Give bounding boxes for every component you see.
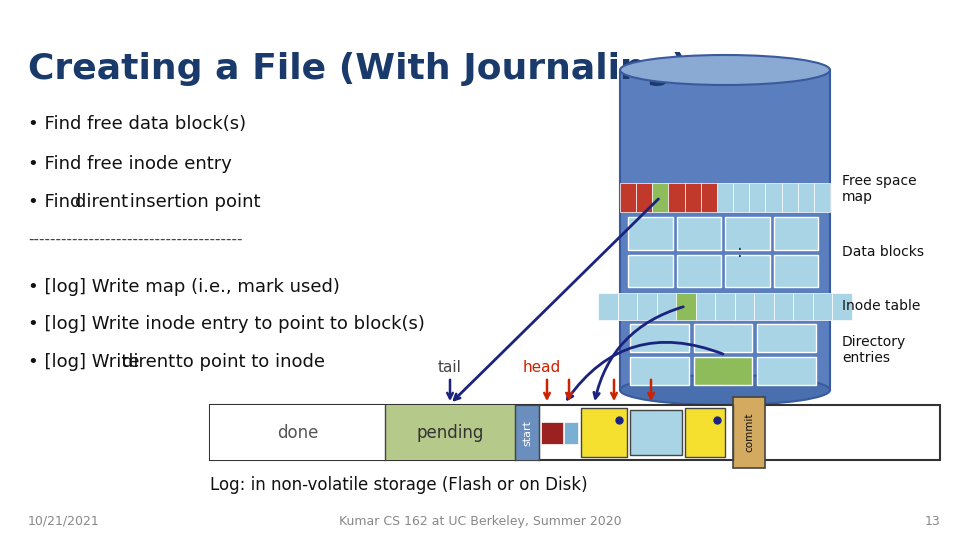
Bar: [581, 408, 627, 457]
Text: :: :: [737, 243, 743, 261]
Bar: [620, 70, 830, 390]
Text: • Find free data block(s): • Find free data block(s): [28, 115, 246, 133]
Text: • Find: • Find: [28, 193, 87, 211]
Text: 13: 13: [924, 515, 940, 528]
Bar: [832, 293, 852, 320]
Text: tail: tail: [438, 360, 462, 375]
Bar: [725, 254, 770, 287]
Bar: [814, 183, 830, 212]
Bar: [774, 217, 818, 249]
Bar: [781, 183, 798, 212]
Bar: [757, 357, 816, 385]
Bar: [620, 183, 636, 212]
Text: done: done: [276, 423, 318, 442]
Text: start: start: [522, 420, 532, 446]
Text: Directory
entries: Directory entries: [842, 335, 906, 365]
Bar: [694, 357, 753, 385]
Bar: [657, 293, 676, 320]
Text: insertion point: insertion point: [124, 193, 260, 211]
Bar: [734, 293, 755, 320]
Bar: [725, 217, 770, 249]
Bar: [628, 254, 673, 287]
Bar: [385, 405, 515, 460]
Text: Free space
map: Free space map: [842, 174, 917, 204]
Bar: [637, 293, 657, 320]
Bar: [210, 405, 385, 460]
Bar: [541, 422, 563, 443]
Bar: [774, 254, 818, 287]
Ellipse shape: [620, 55, 830, 85]
Bar: [715, 293, 734, 320]
Bar: [598, 293, 617, 320]
Bar: [617, 293, 637, 320]
Bar: [628, 217, 673, 249]
Bar: [694, 324, 753, 352]
Bar: [636, 183, 652, 212]
Text: Data blocks: Data blocks: [842, 245, 924, 259]
Bar: [677, 217, 721, 249]
Bar: [798, 183, 814, 212]
Bar: [793, 293, 813, 320]
Text: head: head: [523, 360, 562, 375]
Bar: [685, 408, 725, 457]
Bar: [677, 254, 721, 287]
Text: 10/21/2021: 10/21/2021: [28, 515, 100, 528]
Text: Log: in non-volatile storage (Flash or on Disk): Log: in non-volatile storage (Flash or o…: [210, 476, 588, 494]
Text: dirent: dirent: [75, 193, 128, 211]
Bar: [765, 183, 781, 212]
Text: Creating a File (With Journaling): Creating a File (With Journaling): [28, 52, 688, 86]
Bar: [564, 422, 578, 443]
Text: Inode table: Inode table: [842, 299, 921, 313]
Bar: [757, 324, 816, 352]
Bar: [630, 410, 682, 455]
Bar: [630, 357, 688, 385]
Bar: [701, 183, 717, 212]
Bar: [733, 183, 749, 212]
Bar: [630, 324, 688, 352]
Bar: [749, 183, 765, 212]
Bar: [210, 405, 940, 460]
Text: commit: commit: [744, 413, 754, 453]
Bar: [668, 183, 684, 212]
Bar: [755, 293, 774, 320]
Bar: [515, 405, 539, 460]
Ellipse shape: [620, 375, 830, 405]
Bar: [684, 183, 701, 212]
Text: ---------------------------------------: ---------------------------------------: [28, 232, 243, 247]
Bar: [676, 293, 696, 320]
Bar: [733, 397, 765, 468]
Text: • [log] Write: • [log] Write: [28, 353, 145, 371]
Bar: [652, 183, 668, 212]
Bar: [813, 293, 832, 320]
Text: • Find free inode entry: • Find free inode entry: [28, 155, 232, 173]
Text: dirent: dirent: [122, 353, 175, 371]
Bar: [774, 293, 793, 320]
Text: Kumar CS 162 at UC Berkeley, Summer 2020: Kumar CS 162 at UC Berkeley, Summer 2020: [339, 515, 621, 528]
Text: • [log] Write map (i.e., mark used): • [log] Write map (i.e., mark used): [28, 278, 340, 296]
Text: pending: pending: [417, 423, 484, 442]
Bar: [717, 183, 733, 212]
Text: to point to inode: to point to inode: [170, 353, 325, 371]
Text: • [log] Write inode entry to point to block(s): • [log] Write inode entry to point to bl…: [28, 315, 425, 333]
Bar: [696, 293, 715, 320]
